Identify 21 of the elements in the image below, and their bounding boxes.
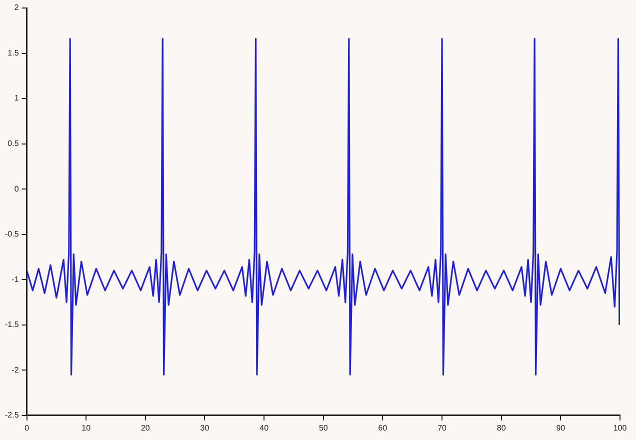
x-tick-label: 60 <box>378 423 388 432</box>
y-tick-label: -2.5 <box>4 410 20 420</box>
x-tick-label: 80 <box>496 423 506 432</box>
x-tick-label: 100 <box>613 423 628 432</box>
y-tick-label: 0.5 <box>8 139 20 148</box>
x-tick-label: 90 <box>556 423 566 432</box>
x-tick-label: 40 <box>260 423 270 432</box>
y-tick-label: 1 <box>14 94 20 103</box>
x-tick-label: 70 <box>438 423 448 432</box>
x-tick-label: 20 <box>140 423 150 432</box>
x-tick-label: 0 <box>24 423 30 432</box>
x-tick-label: 30 <box>200 423 210 432</box>
y-tick-label: -1 <box>12 274 20 284</box>
y-tick-label: 1.5 <box>8 48 20 58</box>
y-tick-label: -1.5 <box>4 320 20 330</box>
y-tick-label: -0.5 <box>4 230 20 239</box>
y-tick-label: -2 <box>12 365 20 374</box>
x-tick-label: 50 <box>318 423 328 432</box>
y-tick-label: 0 <box>14 184 20 194</box>
x-tick-label: 10 <box>82 423 92 432</box>
y-tick-label: 2 <box>14 3 20 12</box>
